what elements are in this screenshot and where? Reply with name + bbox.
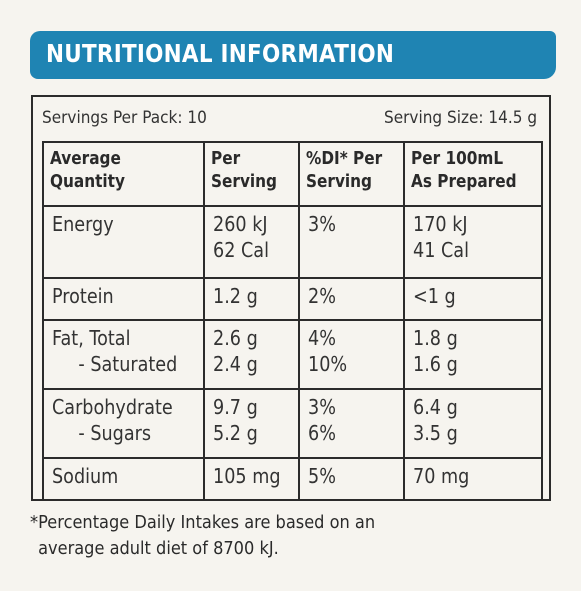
serving-info: Servings Per Pack: 10 Serving Size: 14.5… (33, 97, 549, 141)
per-serving-cell: 1.2 g (203, 277, 300, 321)
per-serving-cell: 105 mg (203, 457, 300, 501)
header-per-serving: Per Serving (203, 141, 300, 207)
serving-size: Serving Size: 14.5 g (383, 108, 537, 128)
servings-per-pack: Servings Per Pack: 10 (42, 108, 207, 128)
di-cell: 2% (297, 277, 405, 321)
page-title: NUTRITIONAL INFORMATION (46, 39, 395, 68)
row-label: Carbohydrate - Sugars (41, 388, 206, 459)
row-label: Energy (41, 205, 206, 279)
table-row: Carbohydrate - Sugars 9.7 g 5.2 g 3% 6% 6.4… (41, 388, 544, 459)
per-100ml-cell: 70 mg (402, 457, 544, 501)
per-serving-cell: 9.7 g 5.2 g (203, 388, 300, 459)
di-cell: 5% (297, 457, 405, 501)
di-cell: 4% 10% (297, 319, 405, 390)
nutrition-table: Average Quantity Per Serving %DI* Per Servi… (41, 141, 544, 501)
header-di-per-serving: %DI* Per Serving (297, 141, 405, 207)
row-label: Protein (41, 277, 206, 321)
per-serving-cell: 260 kJ 62 Cal (203, 205, 300, 279)
per-100ml-cell: 1.8 g 1.6 g (402, 319, 544, 390)
footnote: *Percentage Daily Intakes are based on a… (30, 512, 376, 559)
header-row: Average Quantity Per Serving %DI* Per Servi… (41, 141, 544, 207)
table-row: Sodium 105 mg 5% 70 mg (41, 457, 544, 501)
title-banner: NUTRITIONAL INFORMATION (30, 31, 556, 79)
per-serving-cell: 2.6 g 2.4 g (203, 319, 300, 390)
per-100ml-cell: 6.4 g 3.5 g (402, 388, 544, 459)
nutrition-panel: Servings Per Pack: 10 Serving Size: 14.5… (31, 95, 551, 501)
per-100ml-cell: <1 g (402, 277, 544, 321)
di-cell: 3% 6% (297, 388, 405, 459)
header-per-100ml: Per 100mL As Prepared (402, 141, 544, 207)
header-average-quantity: Average Quantity (41, 141, 206, 207)
table-row: Energy 260 kJ 62 Cal 3% 170 kJ 41 Cal (41, 205, 544, 279)
per-100ml-cell: 170 kJ 41 Cal (402, 205, 544, 279)
row-label: Sodium (41, 457, 206, 501)
table-row: Protein 1.2 g 2% <1 g (41, 277, 544, 321)
table-row: Fat, Total - Saturated 2.6 g 2.4 g 4% 10% 1… (41, 319, 544, 390)
row-label: Fat, Total - Saturated (41, 319, 206, 390)
di-cell: 3% (297, 205, 405, 279)
